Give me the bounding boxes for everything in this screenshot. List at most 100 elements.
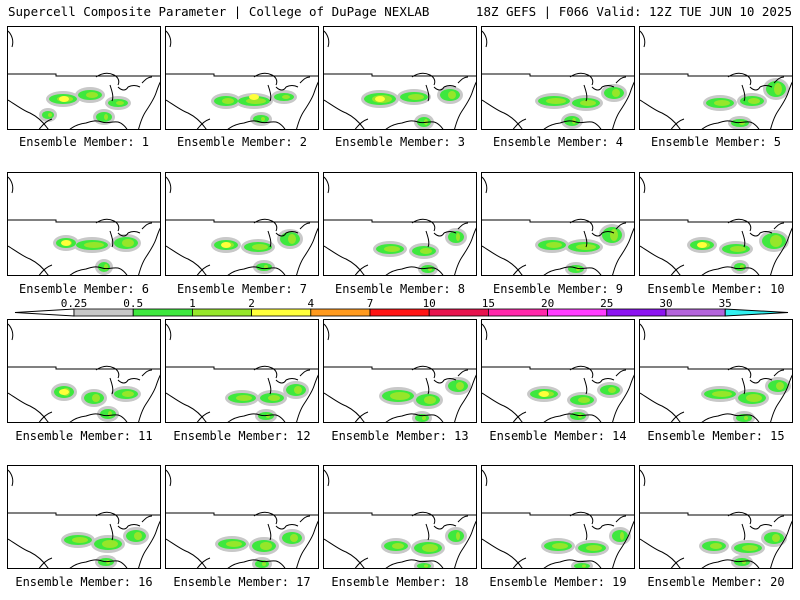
- scp-field: [39, 87, 131, 125]
- coastline: [324, 520, 476, 568]
- scp-field: [381, 527, 467, 568]
- coastline: [8, 374, 160, 422]
- great-lakes: [727, 511, 785, 541]
- scp-contour-1: [552, 543, 568, 549]
- pacific-coast: [324, 176, 330, 194]
- coastline: [482, 374, 634, 422]
- coastline: [640, 520, 792, 568]
- scp-contour-1: [582, 564, 586, 568]
- member-label-12: Ensemble Member: 12: [173, 429, 311, 443]
- gulf-california-coast: [512, 411, 527, 422]
- great-lakes: [727, 365, 785, 395]
- legend-min-arrow: [14, 308, 75, 317]
- scp-contour-1: [456, 382, 464, 390]
- legend-tick-label: 20: [540, 297, 555, 310]
- us-map: [324, 176, 476, 275]
- member-label-6: Ensemble Member: 6: [18, 282, 150, 296]
- coastline: [324, 374, 476, 422]
- gulf-california-coast: [196, 264, 211, 275]
- legend-tick-label: 2: [248, 297, 255, 310]
- pacific-coast: [8, 469, 14, 487]
- us-map: [640, 30, 792, 129]
- coastline: [8, 520, 160, 568]
- great-lakes: [95, 218, 153, 248]
- member-map-10: [639, 172, 793, 276]
- scp-contour-1: [422, 416, 426, 420]
- gulf-california-coast: [354, 118, 369, 129]
- member-map-14: [481, 319, 635, 423]
- great-lakes: [569, 72, 627, 102]
- scp-field: [361, 86, 463, 129]
- great-lakes: [727, 72, 785, 102]
- canada-border: [166, 219, 318, 223]
- member-label-15: Ensemble Member: 15: [647, 429, 785, 443]
- coastline: [324, 227, 476, 275]
- pacific-coast: [482, 323, 488, 341]
- canada-border: [8, 512, 160, 516]
- scp-contour-2: [539, 391, 549, 397]
- scp-field: [53, 234, 141, 275]
- member-map-16: [7, 465, 161, 569]
- scp-contour-1: [102, 540, 118, 548]
- canada-border: [482, 512, 634, 516]
- legend-swatch: [665, 308, 726, 317]
- scp-field: [535, 84, 627, 129]
- member-label-14: Ensemble Member: 14: [489, 429, 627, 443]
- us-map: [324, 323, 476, 422]
- member-map-17: [165, 465, 319, 569]
- us-map: [482, 469, 634, 568]
- pacific-coast: [8, 30, 14, 48]
- member-label-17: Ensemble Member: 17: [173, 575, 311, 589]
- member-label-18: Ensemble Member: 18: [331, 575, 469, 589]
- member-map-12: [165, 319, 319, 423]
- coastline: [166, 227, 318, 275]
- gulf-california-coast: [38, 118, 53, 129]
- scp-contour-1: [226, 541, 242, 547]
- scp-contour-1: [424, 396, 436, 404]
- great-lakes: [95, 72, 153, 102]
- canada-border: [640, 73, 792, 77]
- gulf-california-coast: [354, 557, 369, 568]
- great-lakes: [95, 511, 153, 541]
- us-map: [482, 176, 634, 275]
- gulf-california-coast: [512, 264, 527, 275]
- us-map: [8, 469, 160, 568]
- scp-contour-1: [546, 242, 562, 248]
- canada-border: [8, 366, 160, 370]
- scp-contour-1: [72, 537, 88, 543]
- great-lakes: [411, 511, 469, 541]
- legend-swatch: [606, 308, 667, 317]
- scp-contour-1: [84, 242, 104, 248]
- scp-field: [527, 382, 623, 422]
- canada-border: [482, 219, 634, 223]
- scp-field: [699, 529, 787, 568]
- us-map: [324, 30, 476, 129]
- scp-contour-1: [578, 397, 590, 403]
- legend-swatch: [73, 308, 134, 317]
- great-lakes: [253, 72, 311, 102]
- canada-border: [482, 366, 634, 370]
- legend-tick-label: 7: [366, 297, 374, 310]
- scp-field: [701, 377, 791, 422]
- scp-contour-1: [384, 246, 400, 252]
- pacific-coast: [8, 176, 14, 194]
- us-map: [166, 323, 318, 422]
- pacific-coast: [640, 30, 646, 48]
- scp-field: [215, 529, 305, 568]
- member-map-6: [7, 172, 161, 276]
- great-lakes: [727, 218, 785, 248]
- scp-contour-1: [392, 543, 404, 549]
- scp-contour-1: [252, 244, 268, 250]
- pacific-coast: [166, 323, 172, 341]
- coastline: [640, 81, 792, 129]
- canada-border: [640, 366, 792, 370]
- us-map: [640, 469, 792, 568]
- member-map-2: [165, 26, 319, 130]
- scp-contour-2: [221, 242, 231, 248]
- gulf-california-coast: [354, 411, 369, 422]
- coastline: [8, 227, 160, 275]
- pacific-coast: [324, 30, 330, 48]
- member-label-10: Ensemble Member: 10: [647, 282, 785, 296]
- coastline: [166, 374, 318, 422]
- scp-contour-1: [260, 542, 272, 550]
